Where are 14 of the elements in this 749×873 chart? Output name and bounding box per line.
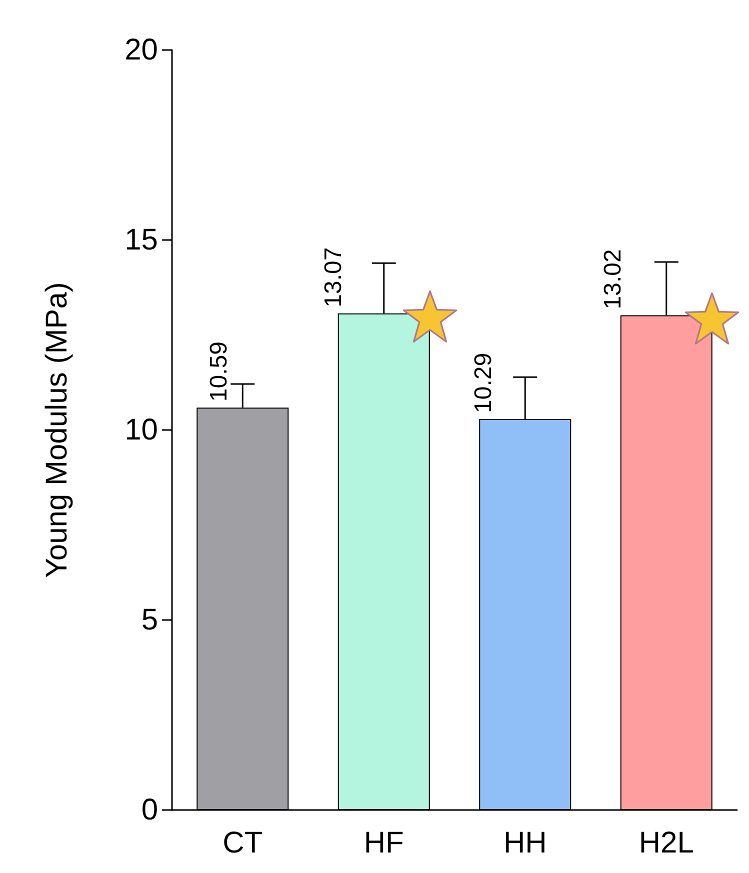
x-tick-label: CT	[222, 826, 263, 860]
y-tick-label: 15	[124, 224, 158, 256]
data-label: 13.02	[600, 249, 627, 310]
y-tick-label: 20	[124, 34, 158, 66]
y-tick-label: 10	[124, 414, 158, 446]
x-tick-label: HH	[503, 826, 547, 860]
data-label: 10.59	[206, 342, 233, 402]
y-tick-label: 0	[141, 794, 158, 826]
x-tick-label: HF	[364, 826, 404, 860]
data-label: 10.29	[470, 352, 497, 413]
x-tick-label: H2L	[638, 826, 694, 860]
data-label: 13.07	[320, 247, 348, 308]
y-tick-label: 5	[141, 604, 158, 636]
y-axis-title: Young Modulus (MPa)	[40, 282, 74, 578]
